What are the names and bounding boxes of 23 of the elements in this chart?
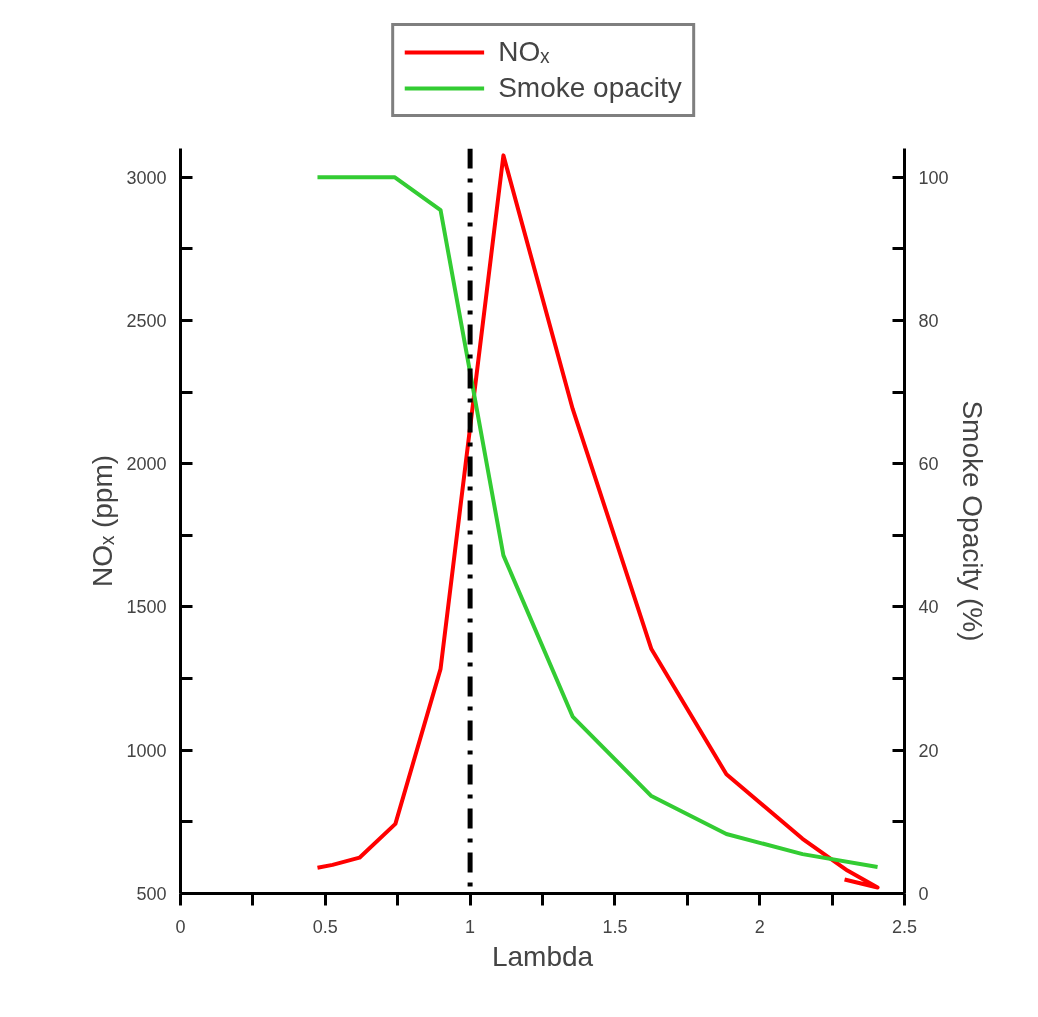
- y-tick-label: 1500: [126, 597, 167, 618]
- x-tick-label: 1.5: [602, 916, 628, 937]
- y2-tick-label: 80: [918, 310, 939, 331]
- x-tick-label: 1: [465, 916, 476, 937]
- x-tick-label: 2.5: [891, 916, 918, 937]
- x-tick-label: 0.5: [312, 916, 338, 937]
- y2-tick-label: 0: [918, 884, 929, 904]
- y2-tick-label: 20: [918, 740, 939, 761]
- legend-label: Smoke opacity: [498, 72, 682, 104]
- y-tick-label: 3000: [126, 167, 167, 188]
- y-tick-label: 2500: [126, 310, 167, 331]
- y2-axis-title: Smoke Opacity (%): [956, 400, 988, 642]
- y-tick-label: 2000: [126, 454, 167, 475]
- y2-tick-label: 60: [918, 454, 939, 475]
- x-tick-label: 0: [175, 916, 186, 937]
- y-axis-title: NOₓ (ppm): [87, 454, 119, 588]
- legend-label: NOₓ: [498, 36, 550, 68]
- y2-tick-label: 100: [918, 167, 949, 188]
- y-tick-label: 1000: [126, 740, 167, 761]
- x-axis-title: Lambda: [491, 940, 594, 972]
- y-tick-label: 500: [136, 884, 167, 904]
- x-tick-label: 2: [754, 916, 765, 937]
- y2-tick-label: 40: [918, 597, 939, 618]
